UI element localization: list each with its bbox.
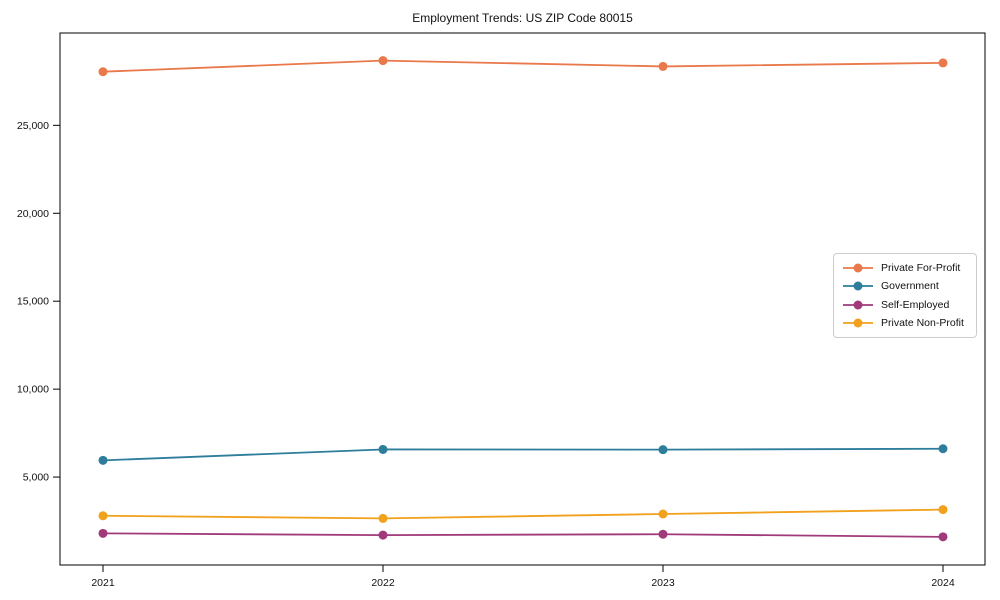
- legend-item-government: Government: [842, 277, 968, 295]
- series-line-private-non-profit: [102, 508, 944, 520]
- data-point-self-employed: [98, 528, 108, 538]
- x-axis-tick-label: 2022: [371, 577, 395, 589]
- plot-frame: [59, 32, 986, 566]
- legend-marker-icon: [842, 299, 874, 311]
- y-axis-tick-label: 10,000: [17, 384, 49, 396]
- data-point-self-employed: [938, 532, 948, 542]
- data-point-government: [938, 444, 948, 454]
- data-point-private-non-profit: [378, 513, 388, 523]
- legend-marker-icon: [842, 280, 874, 292]
- x-axis-tick-label: 2024: [931, 577, 955, 589]
- data-point-government: [378, 444, 388, 454]
- data-point-government: [98, 455, 108, 465]
- data-point-private-for-profit: [658, 61, 668, 71]
- legend-item-private-for-profit: Private For-Profit: [842, 259, 968, 277]
- data-point-private-for-profit: [378, 56, 388, 66]
- legend-label: Government: [881, 280, 939, 293]
- series-line-private-for-profit: [102, 59, 944, 73]
- series-line-self-employed: [102, 532, 944, 538]
- data-point-private-non-profit: [98, 511, 108, 521]
- legend-label: Private For-Profit: [881, 262, 961, 275]
- y-axis-tick-label: 20,000: [17, 208, 49, 220]
- legend-label: Self-Employed: [881, 298, 950, 311]
- series-line-government: [102, 447, 944, 462]
- y-axis-tick-label: 15,000: [17, 296, 49, 308]
- data-point-government: [658, 445, 668, 455]
- legend-item-self-employed: Self-Employed: [842, 296, 968, 314]
- data-point-private-non-profit: [938, 505, 948, 515]
- data-point-private-for-profit: [98, 67, 108, 77]
- data-point-private-for-profit: [938, 58, 948, 68]
- data-point-self-employed: [378, 530, 388, 540]
- x-axis-tick-label: 2021: [91, 577, 115, 589]
- legend: Private For-Profit Government Self-Employe…: [833, 253, 977, 338]
- legend-marker-icon: [842, 262, 874, 274]
- legend-marker-icon: [842, 317, 874, 329]
- chart-title: Employment Trends: US ZIP Code 80015: [412, 11, 633, 25]
- y-axis-tick-label: 25,000: [17, 120, 49, 132]
- x-axis-tick-label: 2023: [651, 577, 675, 589]
- data-point-private-non-profit: [658, 509, 668, 519]
- legend-label: Private Non-Profit: [881, 316, 964, 329]
- data-point-self-employed: [658, 529, 668, 539]
- y-axis-tick-label: 5,000: [23, 472, 49, 484]
- legend-item-private-non-profit: Private Non-Profit: [842, 314, 968, 332]
